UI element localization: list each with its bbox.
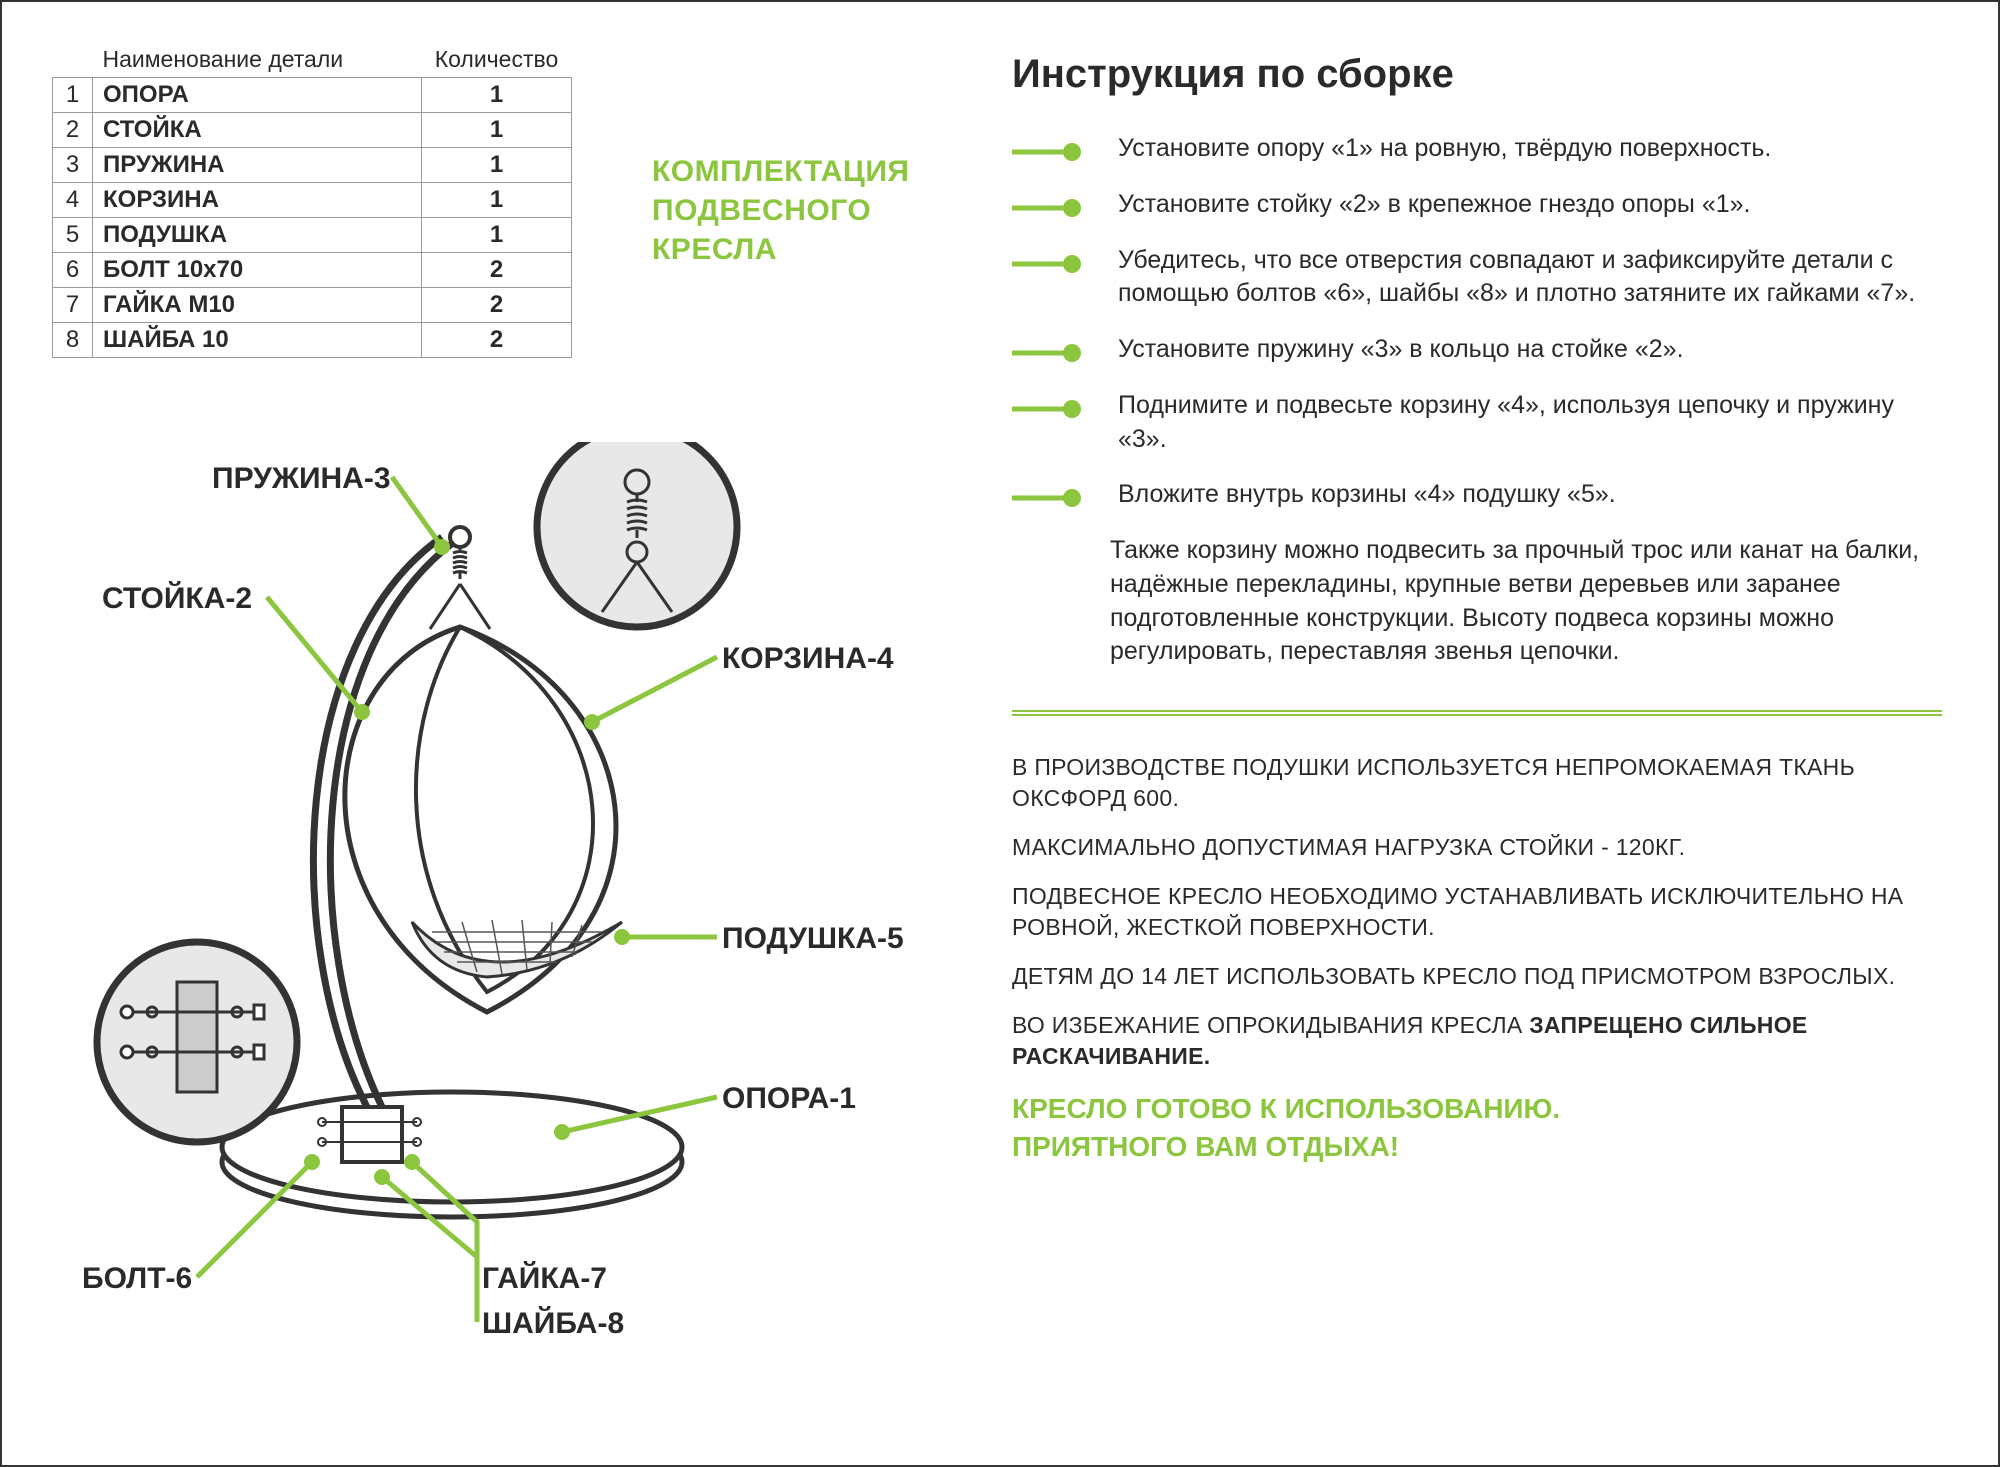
left-column: Наименование детали Количество 1ОПОРА12С…	[52, 42, 972, 358]
diagram-label-stand: СТОЙКА-2	[102, 582, 252, 616]
diagram-svg	[82, 442, 1002, 1362]
step: Вложите внутрь корзины «4» подушку «5».	[1012, 478, 1942, 512]
diagram-label-base: ОПОРА-1	[722, 1082, 856, 1116]
diagram-label-basket: КОРЗИНА-4	[722, 642, 894, 676]
parts-row: 6БОЛТ 10х702	[53, 253, 572, 288]
warning-line: ДЕТЯМ ДО 14 ЛЕТ ИСПОЛЬЗОВАТЬ КРЕСЛО ПОД …	[1012, 961, 1942, 992]
bullet-icon	[1012, 399, 1090, 419]
parts-row: 2СТОЙКА1	[53, 113, 572, 148]
warning-line: В ПРОИЗВОДСТВЕ ПОДУШКИ ИСПОЛЬЗУЕТСЯ НЕПР…	[1012, 752, 1942, 814]
step-text: Поднимите и подвесьте корзину «4», испол…	[1118, 389, 1942, 457]
diagram-label-spring: ПРУЖИНА-3	[212, 462, 391, 496]
page: Наименование детали Количество 1ОПОРА12С…	[0, 0, 2000, 1467]
step: Установите стойку «2» в крепежное гнездо…	[1012, 188, 1942, 222]
parts-header-name: Наименование детали	[93, 42, 422, 78]
step: Убедитесь, что все отверстия совпадают и…	[1012, 244, 1942, 312]
additional-note: Также корзину можно подвесить за прочный…	[1110, 534, 1942, 669]
warning-line: ВО ИЗБЕЖАНИЕ ОПРОКИДЫВАНИЯ КРЕСЛА ЗАПРЕЩ…	[1012, 1010, 1942, 1072]
step-text: Установите опору «1» на ровную, твёрдую …	[1118, 132, 1771, 166]
parts-row: 4КОРЗИНА1	[53, 183, 572, 218]
parts-row: 5ПОДУШКА1	[53, 218, 572, 253]
parts-row: 8ШАЙБА 102	[53, 323, 572, 358]
step-text: Установите пружину «3» в кольцо на стойк…	[1118, 333, 1684, 367]
final-message: КРЕСЛО ГОТОВО К ИСПОЛЬЗОВАНИЮ.ПРИЯТНОГО …	[1012, 1090, 1942, 1166]
step: Поднимите и подвесьте корзину «4», испол…	[1012, 389, 1942, 457]
step-text: Установите стойку «2» в крепежное гнездо…	[1118, 188, 1750, 222]
diagram-label-bolt: БОЛТ-6	[82, 1262, 192, 1296]
assembly-diagram: ПРУЖИНА-3 СТОЙКА-2 КОРЗИНА-4 ПОДУШКА-5 ОПОРА…	[82, 442, 1002, 1442]
steps-list: Установите опору «1» на ровную, твёрдую …	[1012, 132, 1942, 512]
diagram-label-pillow: ПОДУШКА-5	[722, 922, 904, 956]
parts-table: Наименование детали Количество 1ОПОРА12С…	[52, 42, 572, 358]
bullet-icon	[1012, 488, 1090, 508]
parts-row: 7ГАЙКА М102	[53, 288, 572, 323]
step: Установите пружину «3» в кольцо на стойк…	[1012, 333, 1942, 367]
step-text: Убедитесь, что все отверстия совпадают и…	[1118, 244, 1942, 312]
warning-line: МАКСИМАЛЬНО ДОПУСТИМАЯ НАГРУЗКА СТОЙКИ -…	[1012, 832, 1942, 863]
parts-row: 3ПРУЖИНА1	[53, 148, 572, 183]
bullet-icon	[1012, 142, 1090, 162]
right-column: Инструкция по сборке Установите опору «1…	[1012, 52, 1942, 1166]
diagram-label-nut: ГАЙКА-7	[482, 1262, 607, 1296]
bullet-icon	[1012, 343, 1090, 363]
instructions-title: Инструкция по сборке	[1012, 52, 1942, 97]
warning-line: ПОДВЕСНОЕ КРЕСЛО НЕОБХОДИМО УСТАНАВЛИВАТ…	[1012, 881, 1942, 943]
step-text: Вложите внутрь корзины «4» подушку «5».	[1118, 478, 1616, 512]
diagram-label-washer: ШАЙБА-8	[482, 1307, 624, 1341]
bullet-icon	[1012, 254, 1090, 274]
kit-title: КОМПЛЕКТАЦИЯПОДВЕСНОГОКРЕСЛА	[652, 152, 909, 269]
step: Установите опору «1» на ровную, твёрдую …	[1012, 132, 1942, 166]
warnings-block: В ПРОИЗВОДСТВЕ ПОДУШКИ ИСПОЛЬЗУЕТСЯ НЕПР…	[1012, 752, 1942, 1072]
bullet-icon	[1012, 198, 1090, 218]
parts-row: 1ОПОРА1	[53, 78, 572, 113]
divider-line	[1012, 709, 1942, 717]
parts-header-qty: Количество	[422, 42, 572, 78]
